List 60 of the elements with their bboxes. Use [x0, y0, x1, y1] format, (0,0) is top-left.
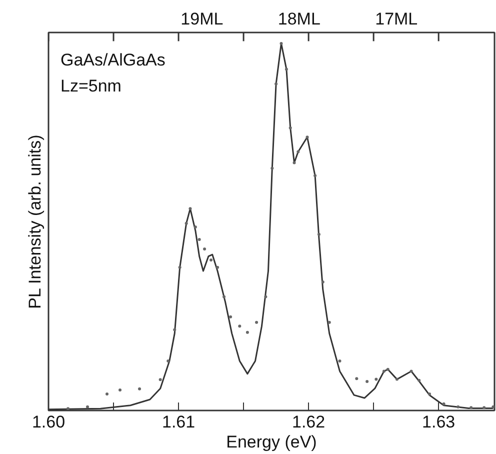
point: [198, 238, 201, 241]
point: [296, 150, 300, 154]
point: [321, 280, 324, 284]
point: [118, 388, 122, 392]
point: [86, 405, 90, 408]
annotation: GaAs/AlGaAs: [60, 50, 166, 70]
x-tick-label: 1.61: [162, 412, 196, 432]
point: [482, 406, 486, 410]
point: [418, 378, 421, 382]
point: [270, 166, 274, 170]
point: [255, 320, 258, 324]
point: [328, 320, 331, 324]
point: [386, 368, 390, 371]
x-tick-label: 1.60: [32, 412, 66, 432]
y-axis-title: PL Intensity (arb. units): [26, 134, 44, 309]
text: 18ML: [278, 10, 320, 28]
text: 17ML: [375, 10, 418, 28]
point: [428, 392, 431, 396]
point: [106, 392, 109, 396]
x-tick-label: 1.63: [422, 412, 456, 432]
point: [210, 258, 213, 262]
point: [338, 359, 342, 362]
point: [66, 407, 70, 410]
x-axis-title: Energy (eV): [226, 432, 317, 452]
point: [442, 402, 446, 406]
point: [314, 174, 317, 178]
point: [246, 330, 249, 334]
point: [355, 377, 358, 380]
point: [382, 370, 386, 373]
point: [456, 405, 460, 408]
point: [288, 126, 292, 130]
annotation: Lz=5nm: [60, 76, 122, 96]
point: [264, 295, 268, 298]
point: [292, 161, 296, 164]
point: [395, 378, 398, 381]
point: [229, 315, 232, 318]
point: [178, 266, 182, 269]
point: [158, 378, 162, 382]
x-tick-label: 1.62: [292, 412, 326, 432]
point: [317, 232, 320, 236]
point: [306, 136, 309, 139]
point: [274, 82, 278, 86]
point: [492, 405, 494, 408]
point: [284, 68, 288, 71]
point: [194, 226, 197, 228]
point: [166, 359, 170, 362]
text: 19ML: [180, 10, 224, 28]
point: [280, 42, 283, 46]
point: [366, 380, 369, 384]
point: [184, 222, 188, 225]
point: [216, 266, 220, 269]
point: [222, 295, 226, 298]
point: [188, 207, 192, 210]
point: [203, 248, 206, 251]
point: [410, 370, 413, 373]
point: [374, 378, 378, 381]
point: [238, 324, 242, 328]
point: [470, 406, 473, 410]
point: [138, 387, 142, 390]
point: [173, 328, 176, 332]
